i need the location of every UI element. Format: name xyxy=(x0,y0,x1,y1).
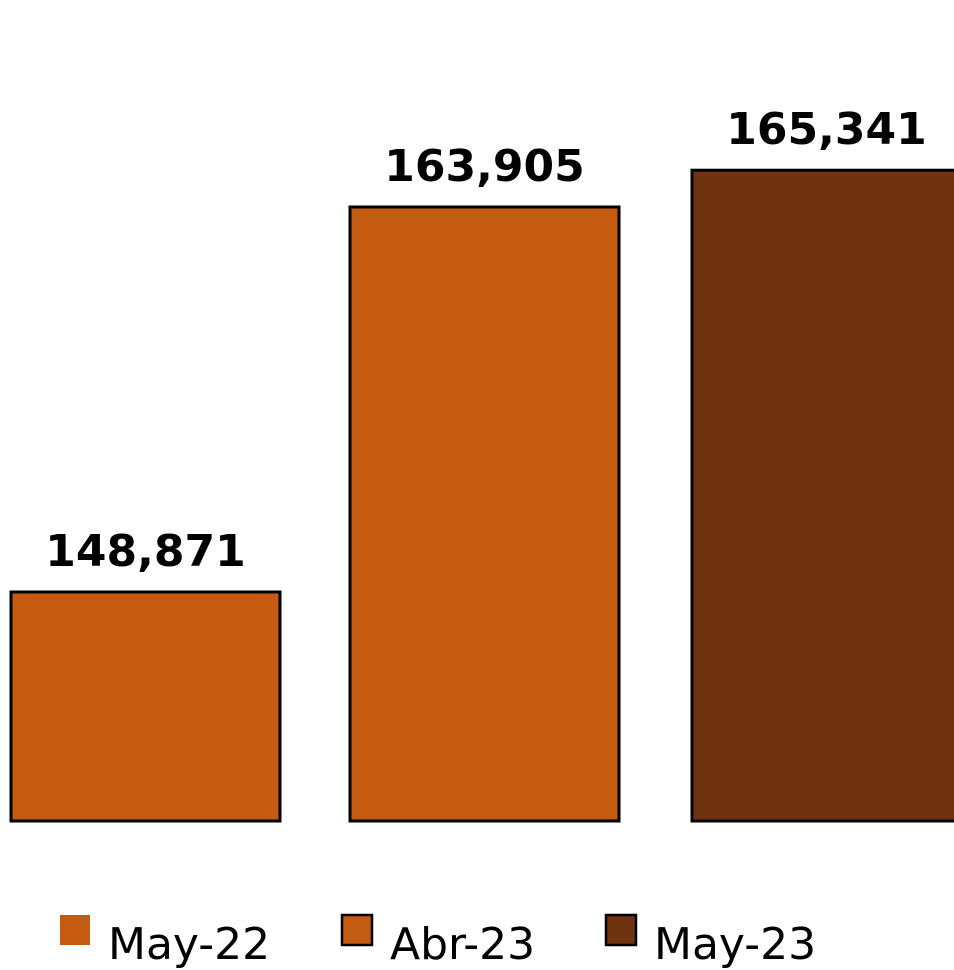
legend-swatch xyxy=(340,913,374,947)
data-labels-group: 148,871 163,905 165,341 xyxy=(45,104,926,577)
legend-label: May-23 xyxy=(654,919,816,970)
data-label-abr-23: 163,905 xyxy=(384,141,584,192)
bar-may-23 xyxy=(690,168,954,823)
legend-label: Abr-23 xyxy=(390,919,535,970)
legend-item-may-22: May-22 xyxy=(60,915,270,970)
bar-abr-23 xyxy=(348,205,621,823)
legend-item-may-23: May-23 xyxy=(604,913,816,970)
legend: May-22 Abr-23 May-23 xyxy=(60,913,816,970)
legend-swatch xyxy=(604,913,638,947)
bars-group xyxy=(9,168,954,823)
bar-may-22 xyxy=(9,590,282,823)
data-label-may-22: 148,871 xyxy=(45,526,245,577)
legend-swatch xyxy=(60,915,90,945)
legend-item-abr-23: Abr-23 xyxy=(340,913,535,970)
legend-label: May-22 xyxy=(108,919,270,970)
data-label-may-23: 165,341 xyxy=(726,104,926,155)
